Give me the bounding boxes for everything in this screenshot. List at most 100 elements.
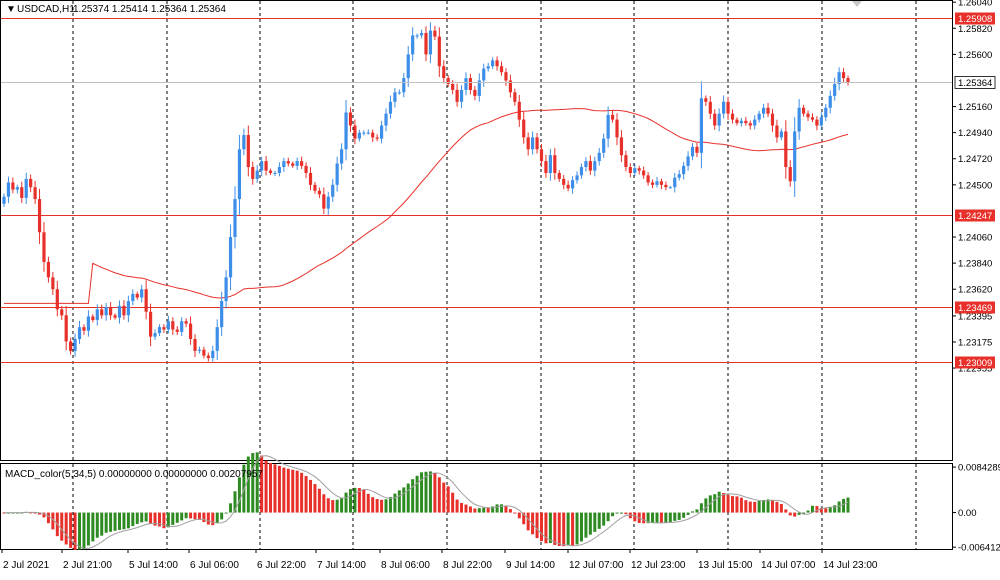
macd-bar xyxy=(38,512,42,515)
candle-body xyxy=(29,178,33,188)
candle-body xyxy=(846,78,850,83)
macd-bar xyxy=(113,512,117,531)
macd-bar xyxy=(291,469,295,513)
candle-body xyxy=(215,327,219,351)
y-tick-label: 1.26040 xyxy=(958,0,992,9)
macd-bar xyxy=(193,512,197,520)
macd-bar xyxy=(33,512,37,514)
candle-body xyxy=(424,33,428,55)
macd-bar xyxy=(766,499,770,513)
macd-bar xyxy=(251,453,255,513)
candle-body xyxy=(495,60,499,67)
macd-bar xyxy=(442,482,446,513)
candle-body xyxy=(166,321,170,330)
candle-body xyxy=(757,113,761,120)
candle-body xyxy=(322,194,326,209)
candle-body xyxy=(73,339,77,351)
macd-bar xyxy=(384,499,388,513)
y-tick-label: 1.24060 xyxy=(958,233,992,244)
macd-bar xyxy=(646,512,650,524)
y-tick-label: 1.24500 xyxy=(958,180,992,191)
macd-bar xyxy=(117,512,121,530)
candle-body xyxy=(588,161,592,171)
candle-body xyxy=(633,168,637,173)
candle-body xyxy=(539,149,544,162)
candle-body xyxy=(442,66,446,79)
macd-bar xyxy=(64,512,68,545)
macd-label: MACD_color(5,34,5) 0.00000000 0.00000000… xyxy=(5,469,263,480)
candle-body xyxy=(211,350,215,358)
chart-shift-icon[interactable] xyxy=(852,1,862,7)
macd-bar xyxy=(455,499,459,513)
x-tick-label: 2 Jul 21:00 xyxy=(63,560,112,571)
macd-bar xyxy=(713,494,717,513)
macd-bar xyxy=(82,512,86,550)
candle-body xyxy=(730,113,735,120)
candle-body xyxy=(11,182,15,190)
macd-bar xyxy=(322,494,326,513)
candle-body xyxy=(722,101,726,114)
candle-body xyxy=(797,107,801,132)
macd-bar xyxy=(828,507,832,513)
candle-body xyxy=(317,190,321,195)
candle-body xyxy=(770,113,775,126)
macd-bar xyxy=(215,512,219,524)
candle-body xyxy=(82,327,86,331)
candle-body xyxy=(20,187,24,198)
candle-body xyxy=(455,89,459,102)
candle-body xyxy=(153,333,157,337)
macd-bar xyxy=(140,512,144,523)
candle-body xyxy=(531,137,535,150)
macd-bar xyxy=(837,501,841,513)
macd-bar xyxy=(255,452,259,513)
y-tick-label: 1.25160 xyxy=(958,102,992,113)
candle-body xyxy=(135,293,139,298)
candle-body xyxy=(144,289,148,312)
macd-bar xyxy=(286,468,290,513)
macd-bar xyxy=(91,512,95,542)
level-badge xyxy=(955,301,995,314)
macd-bar xyxy=(762,499,766,513)
symbol-dropdown-icon[interactable]: ▼ xyxy=(6,4,16,15)
candle-body xyxy=(366,132,370,134)
macd-bar xyxy=(753,501,757,513)
candle-body xyxy=(824,107,828,118)
candle-body xyxy=(793,131,797,182)
macd-panel-frame xyxy=(0,463,953,550)
candle-body xyxy=(744,120,748,124)
macd-bar xyxy=(42,512,46,518)
y-tick-label: 1.23175 xyxy=(958,337,992,348)
candle-body xyxy=(459,89,464,102)
macd-bar xyxy=(486,507,490,513)
macd-bar xyxy=(162,512,166,529)
candle-body xyxy=(775,125,779,138)
candle-body xyxy=(224,277,228,302)
macd-bar xyxy=(748,501,752,513)
candle-body xyxy=(109,307,113,316)
candle-body xyxy=(806,113,810,118)
y-tick-label: 1.24940 xyxy=(958,128,992,139)
macd-bar xyxy=(833,505,837,513)
macd-bar xyxy=(779,504,783,513)
candle-body xyxy=(55,289,59,310)
candle-body xyxy=(157,327,162,334)
candle-body xyxy=(642,170,646,176)
macd-bar xyxy=(775,501,779,513)
macd-bar xyxy=(420,472,424,513)
macd-bar xyxy=(810,505,814,513)
candle-body xyxy=(260,161,264,171)
macd-bar xyxy=(602,512,606,526)
x-tick-label: 14 Jul 23:00 xyxy=(823,560,878,571)
macd-bar xyxy=(397,490,401,513)
macd-bar xyxy=(273,464,277,513)
candle-body xyxy=(762,107,766,114)
macd-bar xyxy=(437,477,441,513)
macd-histogram xyxy=(2,452,850,550)
candle-body xyxy=(206,355,210,358)
candle-body xyxy=(788,167,792,182)
macd-bar xyxy=(295,470,299,513)
candle-body xyxy=(606,114,610,139)
candle-body xyxy=(15,187,19,190)
candle-body xyxy=(51,277,55,290)
